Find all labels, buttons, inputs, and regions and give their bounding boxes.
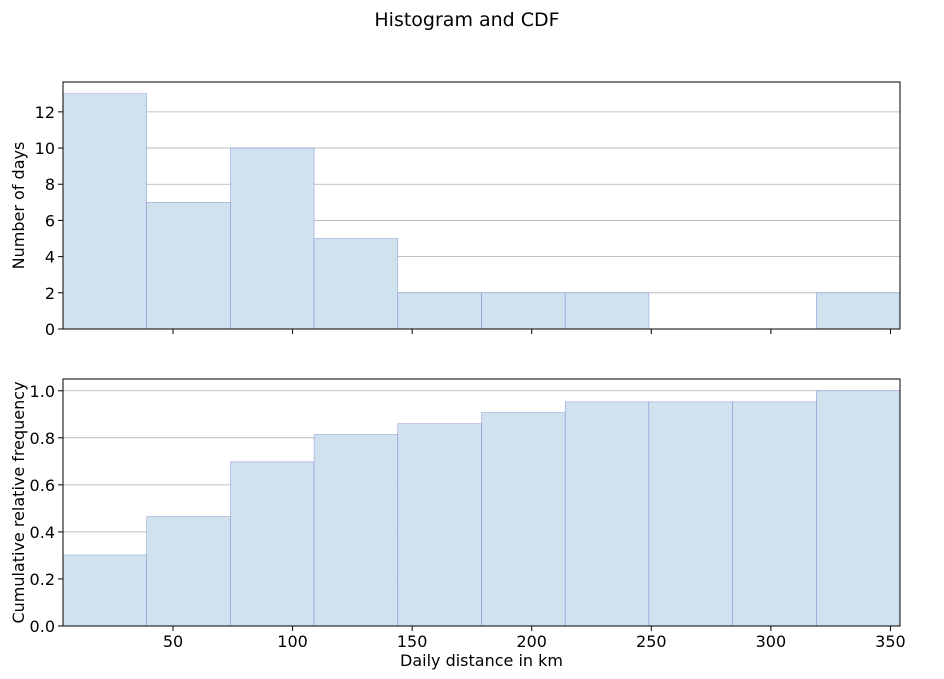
cdf-ytick-label: 0.8 [30,429,55,448]
cdf-bar [815,390,901,627]
histogram-ytick-label: 12 [35,103,55,122]
cdf-ytick-label: 0.6 [30,476,55,495]
cdf-bar [732,401,817,627]
cdf-xtick-label: 250 [636,632,667,651]
cdf-xtick-label: 200 [516,632,547,651]
histogram-bar [230,147,315,330]
cdf-bar [230,461,315,627]
cdf-xtick-label: 300 [756,632,787,651]
histogram-ytick-label: 0 [45,320,55,339]
cdf-bar [313,434,399,627]
histogram-bar [313,238,399,330]
cdf-ylabel: Cumulative relative frequency [9,381,28,623]
cdf-xtick-label: 100 [277,632,308,651]
histogram-ytick-label: 8 [45,175,55,194]
cdf-bar [481,412,566,627]
histogram-panel: 0 2 4 6 8 10 12 Number of days [9,81,901,339]
cdf-ytick-label: 0.4 [30,523,55,542]
cdf-axes-frame [62,378,901,627]
histogram-bar [146,202,231,330]
histogram-ytick-label: 4 [45,248,55,267]
histogram-axes-frame [62,81,901,330]
histogram-bar [397,292,482,330]
histogram-ytick-label: 10 [35,139,55,158]
cdf-bar [564,401,650,627]
histogram-ytick-label: 6 [45,211,55,230]
histogram-ytick-label: 2 [45,284,55,303]
histogram-bar [481,292,566,330]
cdf-bar [397,423,482,627]
histogram-bar [815,292,901,330]
cdf-xlabel: Daily distance in km [400,651,563,670]
figure-title: Histogram and CDF [374,9,559,31]
cdf-bar [146,516,231,627]
histogram-bar [564,292,650,330]
cdf-xtick-label: 50 [163,632,183,651]
cdf-bar [648,401,733,627]
cdf-ytick-label: 0.0 [30,617,55,636]
histogram-ylabel: Number of days [9,142,28,270]
histogram-bar [62,93,147,330]
cdf-bar [62,554,147,627]
cdf-xtick-label: 350 [875,632,906,651]
cdf-xtick-label: 150 [397,632,428,651]
cdf-panel: 0.0 0.2 0.4 0.6 0.8 1.0 50 100 150 200 250 300 350 Cu… [9,378,906,670]
cdf-ytick-label: 1.0 [30,382,55,401]
cdf-ytick-label: 0.2 [30,570,55,589]
